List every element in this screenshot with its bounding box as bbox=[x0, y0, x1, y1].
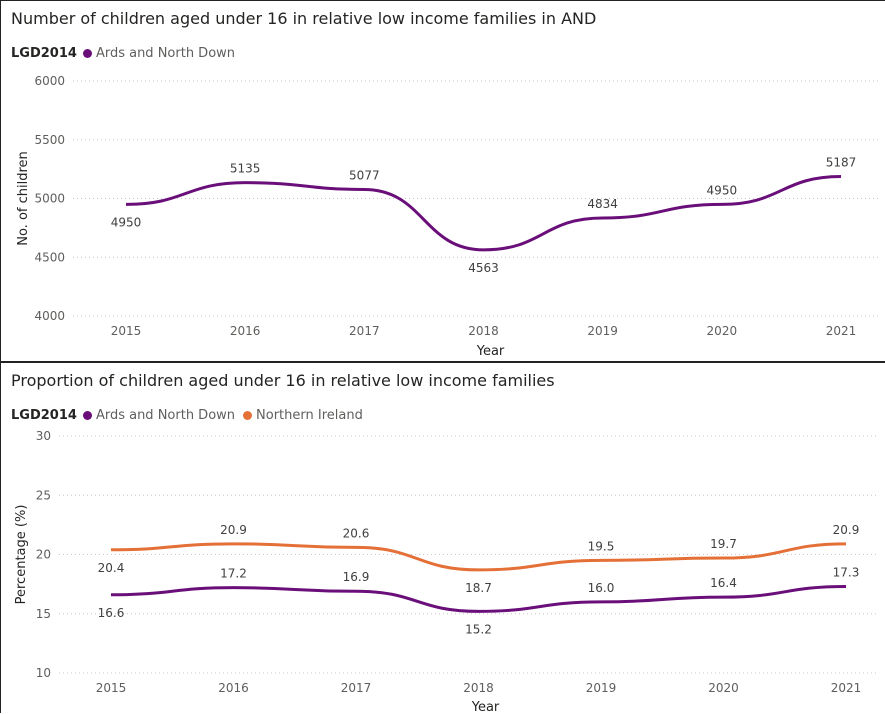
y-tick-label: 6000 bbox=[34, 74, 65, 88]
y-tick-label: 20 bbox=[36, 548, 51, 562]
data-label: 18.7 bbox=[465, 581, 492, 595]
y-axis-title: Percentage (%) bbox=[14, 505, 29, 605]
x-tick-label: 2020 bbox=[707, 324, 738, 338]
data-label: 19.7 bbox=[710, 537, 737, 551]
x-tick-label: 2015 bbox=[96, 681, 127, 695]
data-label: 4563 bbox=[468, 261, 499, 275]
data-label: 17.2 bbox=[220, 567, 247, 581]
y-tick-label: 25 bbox=[36, 488, 51, 502]
data-label: 19.5 bbox=[588, 539, 615, 553]
chart-panel-children-count: Number of children aged under 16 in rela… bbox=[0, 0, 885, 362]
data-label: 20.9 bbox=[220, 523, 247, 537]
x-axis-title: Year bbox=[471, 700, 500, 714]
x-tick-label: 2021 bbox=[831, 681, 862, 695]
y-tick-label: 4000 bbox=[34, 309, 65, 323]
y-tick-label: 5000 bbox=[34, 192, 65, 206]
data-label: 4834 bbox=[587, 197, 618, 211]
data-label: 20.6 bbox=[343, 526, 370, 540]
data-label: 5187 bbox=[826, 156, 857, 170]
x-tick-label: 2019 bbox=[587, 324, 618, 338]
line-chart-children-count: 4000 4500 5000 5500 6000 2015 2016 2017 2018 2019… bbox=[1, 1, 885, 363]
x-tick-label: 2015 bbox=[111, 324, 142, 338]
data-label: 5077 bbox=[349, 168, 380, 182]
data-label: 16.9 bbox=[343, 570, 370, 584]
x-tick-label: 2020 bbox=[708, 681, 739, 695]
y-tick-label: 5500 bbox=[34, 133, 65, 147]
x-tick-label: 2016 bbox=[230, 324, 261, 338]
data-label: 5135 bbox=[230, 162, 261, 176]
data-label: 16.0 bbox=[588, 581, 615, 595]
y-axis-title: No. of children bbox=[16, 151, 31, 246]
x-tick-label: 2018 bbox=[463, 681, 494, 695]
y-tick-label: 10 bbox=[36, 666, 51, 680]
x-tick-label: 2017 bbox=[341, 681, 372, 695]
y-tick-label: 15 bbox=[36, 607, 51, 621]
x-tick-label: 2021 bbox=[826, 324, 857, 338]
y-tick-label: 4500 bbox=[34, 250, 65, 264]
data-label: 15.2 bbox=[465, 622, 492, 636]
x-tick-label: 2018 bbox=[468, 324, 499, 338]
line-chart-proportion: 10 15 20 25 30 2015 2016 2017 2018 2019 2020 2021 Ye… bbox=[1, 363, 885, 714]
data-label: 4950 bbox=[111, 215, 142, 229]
x-tick-label: 2019 bbox=[586, 681, 617, 695]
chart-panel-proportion: Proportion of children aged under 16 in … bbox=[0, 362, 885, 713]
x-tick-label: 2016 bbox=[218, 681, 249, 695]
data-label: 20.9 bbox=[833, 523, 860, 537]
data-label: 20.4 bbox=[98, 561, 125, 575]
x-tick-label: 2017 bbox=[349, 324, 380, 338]
data-label: 17.3 bbox=[833, 565, 860, 579]
x-axis-title: Year bbox=[476, 344, 505, 359]
data-label: 16.4 bbox=[710, 576, 737, 590]
data-label: 16.6 bbox=[98, 606, 125, 620]
data-label: 4950 bbox=[707, 183, 738, 197]
y-tick-label: 30 bbox=[36, 429, 51, 443]
